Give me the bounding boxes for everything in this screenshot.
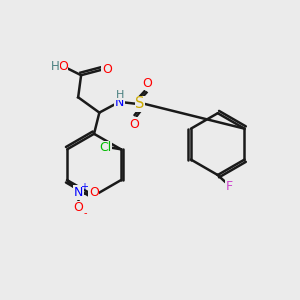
Text: S: S (135, 96, 145, 111)
Text: H: H (116, 90, 124, 100)
Text: O: O (74, 201, 83, 214)
Text: Cl: Cl (99, 141, 112, 154)
Text: N: N (115, 96, 124, 109)
Text: H: H (51, 60, 60, 73)
Text: O: O (58, 61, 68, 74)
Text: O: O (102, 63, 112, 76)
Text: F: F (226, 180, 233, 193)
Text: -: - (83, 208, 87, 218)
Text: O: O (129, 118, 139, 131)
Text: +: + (80, 182, 88, 192)
Text: N: N (74, 186, 83, 199)
Text: O: O (142, 77, 152, 90)
Text: O: O (89, 186, 99, 199)
